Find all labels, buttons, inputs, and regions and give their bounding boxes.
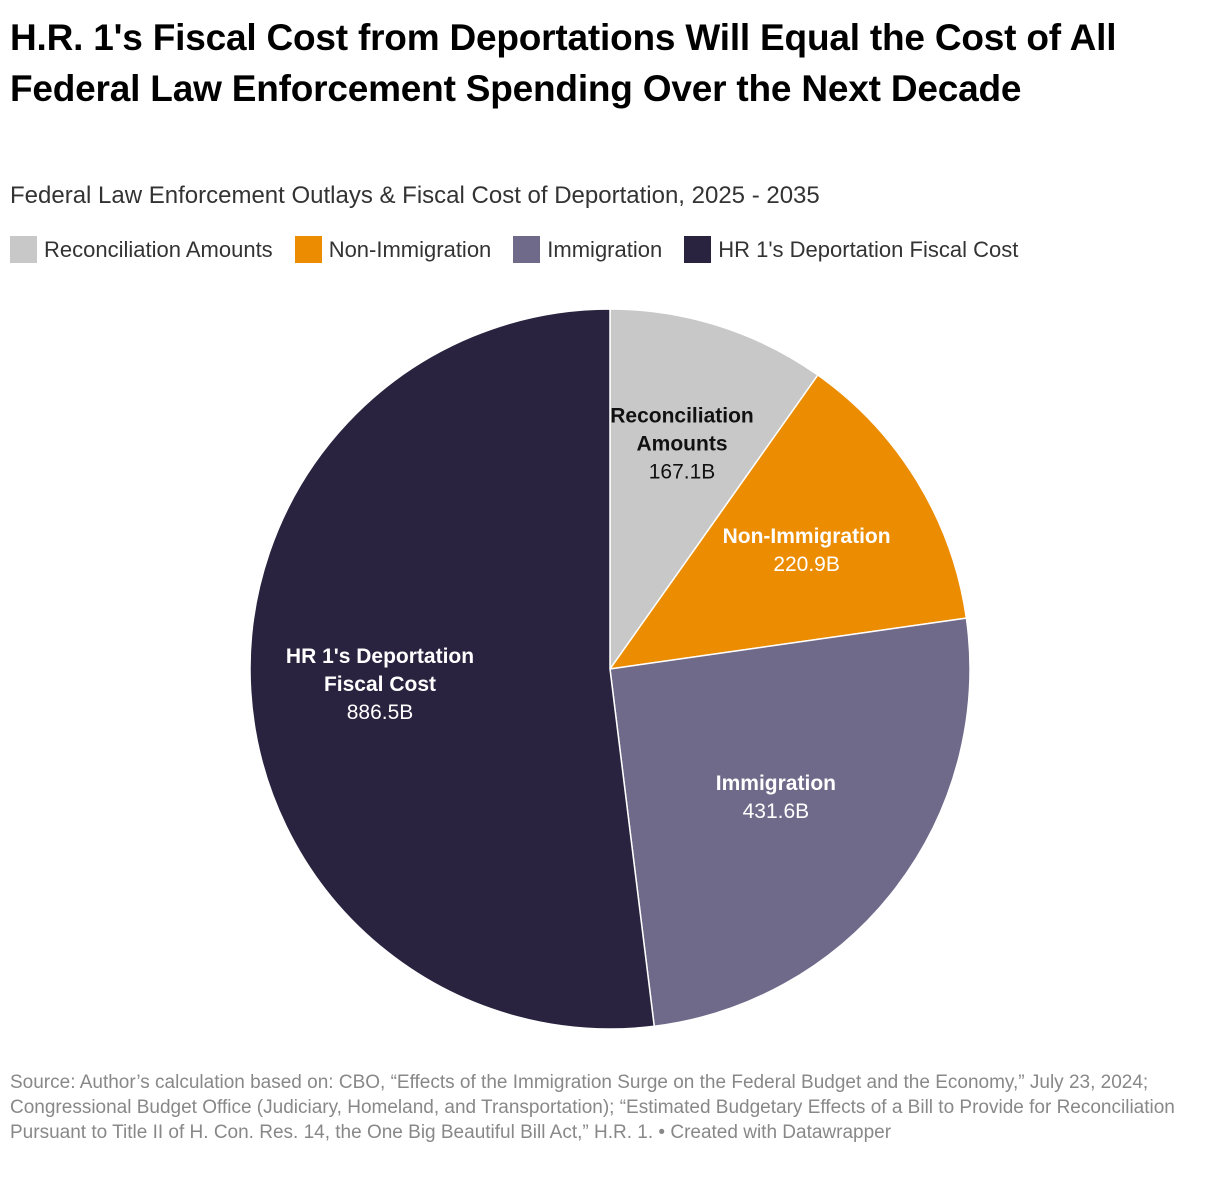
- slice-label-non-immigration: Non-Immigration 220.9B: [723, 525, 891, 576]
- legend-label: Non-Immigration: [328, 236, 492, 262]
- legend-item-non-immigration: Non-Immigration: [294, 236, 492, 263]
- slice-value-label: 431.6B: [743, 800, 810, 823]
- slice-label-immigration: Immigration 431.6B: [716, 772, 836, 823]
- legend-label: Immigration: [547, 236, 663, 262]
- slice-value-label: 167.1B: [649, 461, 716, 484]
- pie-slice-non-immigration: [608, 373, 968, 670]
- chart-subtitle: Federal Law Enforcement Outlays & Fiscal…: [10, 182, 820, 209]
- slice-name-label: Immigration: [716, 772, 836, 795]
- legend-item-deportation: HR 1's Deportation Fiscal Cost: [684, 236, 1018, 263]
- legend-label: Reconciliation Amounts: [44, 236, 273, 262]
- legend-label: HR 1's Deportation Fiscal Cost: [718, 236, 1019, 262]
- legend-swatch-deportation: [684, 236, 712, 263]
- legend-swatch-reconciliation: [10, 236, 37, 263]
- chart-title: H.R. 1's Fiscal Cost from Deportations W…: [10, 17, 1117, 109]
- legend: Reconciliation Amounts Non-Immigration I…: [10, 236, 1018, 263]
- slice-label-deportation: HR 1's Deportation Fiscal Cost 886.5B: [286, 645, 474, 724]
- pie-slice-reconciliation: [609, 308, 819, 672]
- legend-item-immigration: Immigration: [513, 236, 662, 263]
- source-note: Source: Author’s calculation based on: C…: [10, 1072, 1175, 1143]
- legend-swatch-non-immigration: [294, 236, 322, 263]
- legend-item-reconciliation: Reconciliation Amounts: [10, 236, 273, 263]
- slice-value-label: 220.9B: [773, 553, 840, 576]
- slice-name-label: Amounts: [637, 433, 728, 456]
- slice-name-label: HR 1's Deportation: [286, 645, 474, 668]
- pie-chart: Reconciliation Amounts 167.1B Non-Immigrati…: [249, 308, 971, 1030]
- slice-label-reconciliation: Reconciliation Amounts 167.1B: [610, 405, 754, 484]
- slice-value-label: 886.5B: [347, 701, 414, 724]
- slice-name-label: Non-Immigration: [723, 525, 891, 548]
- slice-name-label: Fiscal Cost: [324, 673, 436, 696]
- pie-slice-immigration: [609, 617, 971, 1028]
- pie-slice-deportation: [249, 308, 656, 1030]
- legend-swatch-immigration: [513, 236, 541, 263]
- slice-name-label: Reconciliation: [610, 405, 754, 428]
